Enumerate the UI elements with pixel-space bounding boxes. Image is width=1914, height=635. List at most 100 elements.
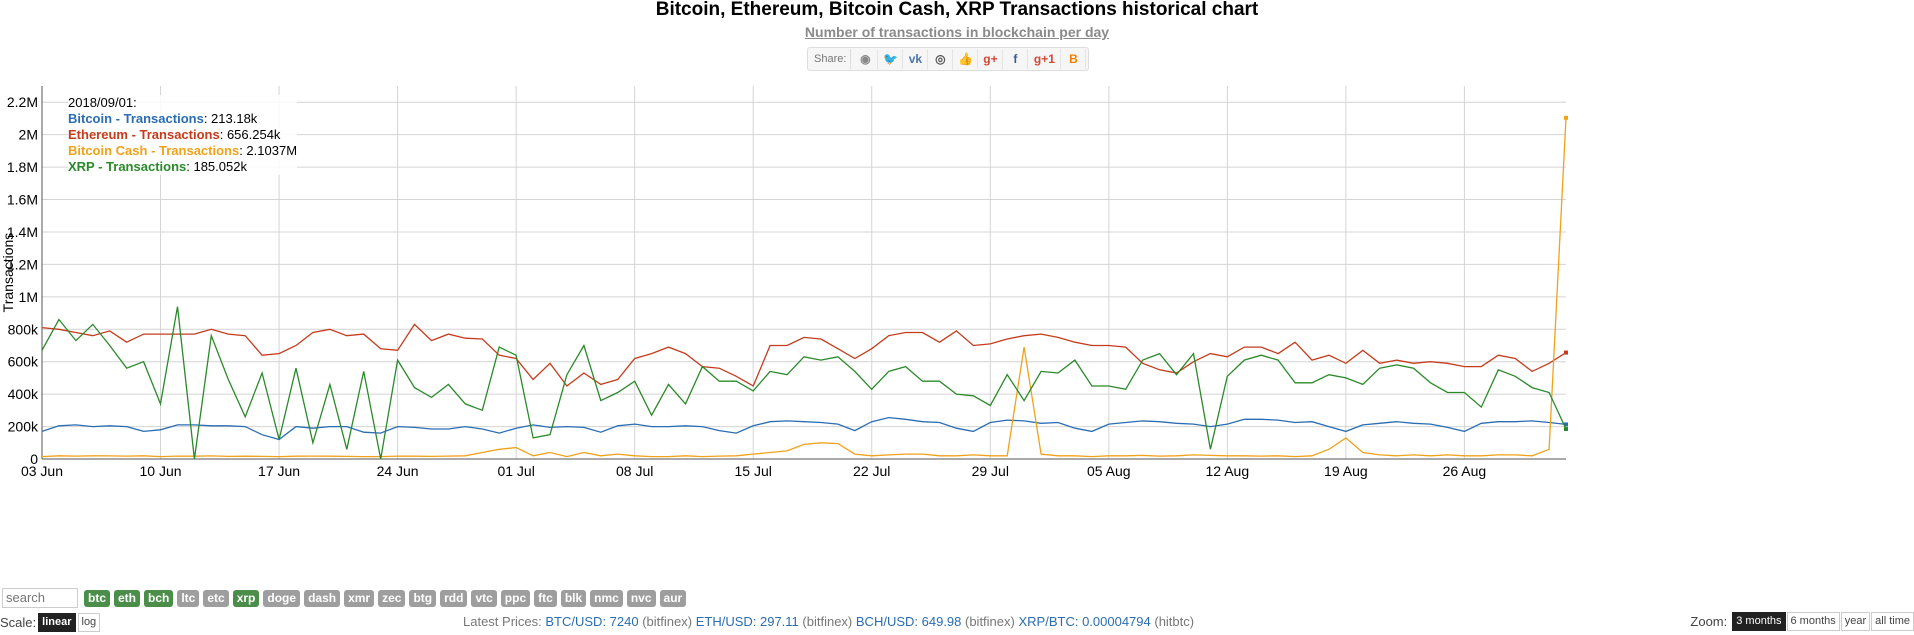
series-line-bitcoin-cash xyxy=(41,117,1567,458)
x-tick-label: 26 Aug xyxy=(1443,463,1487,479)
price-item: ETH/USD: 297.11 (bitfinex) xyxy=(692,614,853,629)
price-item: XRP/BTC: 0.00004794 (hitbtc) xyxy=(1015,614,1194,629)
coin-toggle-aur[interactable]: aur xyxy=(659,589,687,607)
zoom-6-months-button[interactable]: 6 months xyxy=(1786,612,1840,631)
x-tick-label: 08 Jul xyxy=(616,463,653,479)
coin-toggle-btc[interactable]: btc xyxy=(84,589,110,607)
price-pair: ETH/USD: xyxy=(695,614,757,629)
coin-filter-bar: btcethbchltcetcxrpdogedashxmrzecbtgrddvt… xyxy=(0,588,690,608)
coin-toggle-blk[interactable]: blk xyxy=(560,589,587,607)
legend-item: Bitcoin - Transactions: 213.18k xyxy=(68,111,297,127)
coin-toggle-bch[interactable]: bch xyxy=(144,589,174,607)
share-bar: Share: ◉ 🐦 vk ◎ 👍 g+ f g+1 B xyxy=(807,47,1090,71)
legend-series-name: XRP - Transactions xyxy=(68,159,187,174)
price-value: 297.11 xyxy=(756,614,799,629)
y-tick-label: 800k xyxy=(8,321,39,337)
legend-series-name: Bitcoin - Transactions xyxy=(68,111,204,126)
zoom-year-button[interactable]: year xyxy=(1840,612,1871,631)
like-icon[interactable]: 👍 xyxy=(953,49,979,69)
price-source: (hitbtc) xyxy=(1150,614,1195,629)
share-label: Share: xyxy=(810,49,852,69)
blogger-icon[interactable]: B xyxy=(1061,49,1087,69)
y-tick-label: 1.2M xyxy=(7,256,38,272)
google-plus-one-icon[interactable]: g+1 xyxy=(1028,49,1062,69)
x-tick-label: 10 Jun xyxy=(140,463,182,479)
price-value: 649.98 xyxy=(918,614,962,629)
coin-toggle-xmr[interactable]: xmr xyxy=(344,589,375,607)
zoom-3-months-button[interactable]: 3 months xyxy=(1732,612,1786,631)
legend-series-value: : 2.1037M xyxy=(239,143,298,158)
coin-toggle-vtc[interactable]: vtc xyxy=(471,589,497,607)
x-tick-label: 05 Aug xyxy=(1087,463,1131,479)
price-item: BTC/USD: 7240 (bitfinex) xyxy=(545,614,692,629)
coin-toggle-rdd[interactable]: rdd xyxy=(440,589,468,607)
legend-series-value: : 656.254k xyxy=(219,127,281,142)
reddit-icon[interactable]: ◉ xyxy=(853,49,879,69)
series-end-marker xyxy=(1564,350,1568,355)
x-tick-label: 01 Jul xyxy=(497,463,534,479)
zoom-control: Zoom: 3 months 6 months year all time xyxy=(1690,612,1914,631)
zoom-label: Zoom: xyxy=(1690,614,1728,629)
series-end-marker xyxy=(1564,115,1568,120)
price-pair: XRP/BTC: xyxy=(1018,614,1079,629)
weibo-icon[interactable]: ◎ xyxy=(928,49,954,69)
price-value: 7240 xyxy=(606,614,639,629)
y-tick-label: 400k xyxy=(8,386,39,402)
coin-toggle-zec[interactable]: zec xyxy=(378,589,406,607)
scale-linear-button[interactable]: linear xyxy=(38,613,76,632)
legend-item: Ethereum - Transactions: 656.254k xyxy=(68,127,297,143)
facebook-icon[interactable]: f xyxy=(1003,49,1029,69)
chart-subtitle[interactable]: Number of transactions in blockchain per… xyxy=(804,24,1110,40)
y-tick-label: 200k xyxy=(8,419,39,435)
coin-toggle-ppc[interactable]: ppc xyxy=(500,589,531,607)
legend-series-value: : 185.052k xyxy=(186,159,247,174)
y-tick-label: 1M xyxy=(19,289,38,305)
series-line-xrp xyxy=(41,306,1567,460)
x-tick-label: 15 Jul xyxy=(735,463,772,479)
y-tick-label: 0 xyxy=(30,451,38,467)
coin-toggle-doge[interactable]: doge xyxy=(263,589,301,607)
y-tick-label: 600k xyxy=(8,354,39,370)
coin-toggle-ltc[interactable]: ltc xyxy=(177,589,200,607)
legend-series-name: Bitcoin Cash - Transactions xyxy=(68,143,240,158)
legend-date: 2018/09/01: xyxy=(68,95,137,110)
x-tick-label: 03 Jun xyxy=(21,463,63,479)
legend-series-name: Ethereum - Transactions xyxy=(68,127,220,142)
coin-toggle-nmc[interactable]: nmc xyxy=(590,589,623,607)
x-tick-label: 17 Jun xyxy=(258,463,300,479)
google-plus-icon[interactable]: g+ xyxy=(978,49,1004,69)
coin-toggle-xrp[interactable]: xrp xyxy=(232,589,260,607)
legend-series-value: : 213.18k xyxy=(203,111,258,126)
x-tick-label: 24 Jun xyxy=(377,463,419,479)
chart-legend: 2018/09/01: Bitcoin - Transactions: 213.… xyxy=(68,95,298,175)
vk-icon[interactable]: vk xyxy=(903,49,929,69)
series-end-marker xyxy=(1564,426,1568,431)
x-tick-label: 19 Aug xyxy=(1324,463,1368,479)
search-input[interactable] xyxy=(2,588,78,608)
coin-toggle-ftc[interactable]: ftc xyxy=(534,589,557,607)
scale-log-button[interactable]: log xyxy=(77,613,101,632)
coin-toggle-etc[interactable]: etc xyxy=(203,589,229,607)
y-axis-label: Transactions xyxy=(0,233,16,313)
price-value: 0.00004794 xyxy=(1078,614,1151,629)
coin-toggle-btg[interactable]: btg xyxy=(409,589,437,607)
scale-label: Scale: xyxy=(0,615,37,630)
zoom-all-time-button[interactable]: all time xyxy=(1871,612,1914,631)
series-end-marker xyxy=(1564,422,1568,427)
scale-control: Scale: linear log xyxy=(0,613,101,632)
legend-item: XRP - Transactions: 185.052k xyxy=(68,159,297,175)
y-tick-label: 1.4M xyxy=(7,224,38,240)
price-source: (bitfinex) xyxy=(638,614,693,629)
y-tick-label: 2.2M xyxy=(7,94,38,110)
latest-prices: Latest Prices: BTC/USD: 7240 (bitfinex) … xyxy=(463,614,1194,629)
series-line-bitcoin xyxy=(41,416,1567,441)
chart-title: Bitcoin, Ethereum, Bitcoin Cash, XRP Tra… xyxy=(655,0,1259,20)
x-tick-label: 12 Aug xyxy=(1206,463,1250,479)
coin-toggle-nvc[interactable]: nvc xyxy=(626,589,656,607)
twitter-icon[interactable]: 🐦 xyxy=(878,49,904,69)
coin-toggle-dash[interactable]: dash xyxy=(304,589,341,607)
y-tick-label: 1.6M xyxy=(7,192,38,208)
x-tick-label: 22 Jul xyxy=(853,463,890,479)
y-tick-label: 2M xyxy=(19,127,38,143)
coin-toggle-eth[interactable]: eth xyxy=(114,589,140,607)
